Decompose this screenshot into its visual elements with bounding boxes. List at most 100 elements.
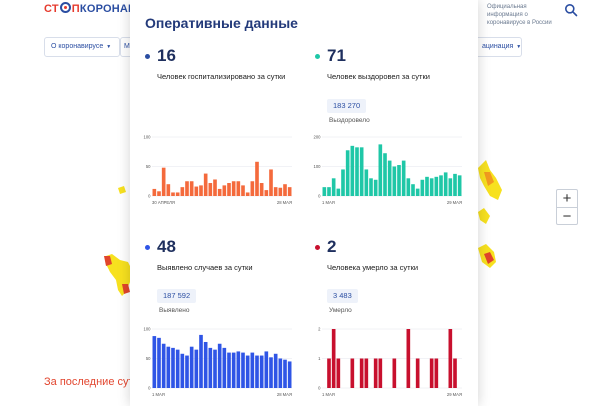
chart-bar[interactable] <box>217 343 222 388</box>
chart-bar[interactable] <box>213 179 217 196</box>
chart-bar[interactable] <box>180 353 185 388</box>
chart-bar[interactable] <box>259 355 264 388</box>
map-region[interactable] <box>484 252 494 264</box>
chart-bar[interactable] <box>278 358 283 389</box>
chart-bar[interactable] <box>322 187 327 196</box>
chart-bar[interactable] <box>287 187 292 196</box>
chart-bar[interactable] <box>203 341 208 388</box>
map-region[interactable] <box>118 186 126 194</box>
chart-bar[interactable] <box>231 181 236 196</box>
chart-bar[interactable] <box>241 185 245 196</box>
map-region[interactable] <box>104 256 112 266</box>
zoom-in-button[interactable]: + <box>562 190 572 207</box>
chart-bar[interactable] <box>152 188 157 196</box>
chart-bar[interactable] <box>336 358 341 389</box>
chart-bar[interactable] <box>406 329 411 388</box>
chart-bar[interactable] <box>213 349 217 388</box>
chart-bar[interactable] <box>378 358 383 389</box>
zoom-out-button[interactable]: − <box>557 207 577 225</box>
last-day-link[interactable]: За последние сутки <box>44 376 145 388</box>
chart-bar[interactable] <box>278 187 283 196</box>
chart-bar[interactable] <box>387 160 392 196</box>
chart-bar[interactable] <box>287 361 292 388</box>
chart-bar[interactable] <box>336 188 341 196</box>
chart-bar[interactable] <box>392 358 397 389</box>
chart-bar[interactable] <box>448 178 453 196</box>
chart-bar[interactable] <box>331 178 336 196</box>
map-region[interactable] <box>478 208 490 224</box>
chart-bar[interactable] <box>161 167 166 196</box>
chart-bar[interactable] <box>231 352 236 388</box>
chart-bar[interactable] <box>341 169 345 196</box>
chart-bar[interactable] <box>171 347 175 388</box>
chart-bar[interactable] <box>241 352 245 388</box>
chart-bar[interactable] <box>350 145 355 196</box>
chart-bar[interactable] <box>166 184 171 196</box>
chart-bar[interactable] <box>364 169 369 196</box>
chart-bar[interactable] <box>222 185 227 196</box>
chart-bar[interactable] <box>264 351 269 388</box>
chart-bar[interactable] <box>189 346 194 388</box>
chart-bar[interactable] <box>364 358 369 389</box>
nav-vaccination[interactable]: ацинация ▼ <box>478 37 522 57</box>
chart-bar[interactable] <box>434 176 439 196</box>
chart-bar[interactable] <box>157 337 161 388</box>
map-region[interactable] <box>122 284 130 294</box>
chart-bar[interactable] <box>227 352 231 388</box>
chart-bar[interactable] <box>283 184 287 196</box>
chart-bar[interactable] <box>194 349 199 388</box>
chart-bar[interactable] <box>166 346 171 388</box>
chart-bar[interactable] <box>331 329 336 388</box>
chart-bar[interactable] <box>171 192 175 196</box>
chart-bar[interactable] <box>429 178 434 196</box>
chart-bar[interactable] <box>283 359 287 388</box>
chart-bar[interactable] <box>152 336 157 388</box>
chart-bar[interactable] <box>180 187 185 196</box>
chart-bar[interactable] <box>359 358 364 389</box>
chart-bar[interactable] <box>355 147 359 196</box>
chart-bar[interactable] <box>434 358 439 389</box>
chart-bar[interactable] <box>236 181 241 196</box>
chart-bar[interactable] <box>208 183 213 196</box>
chart-bar[interactable] <box>194 186 199 196</box>
chart-bar[interactable] <box>425 176 429 196</box>
chart-bar[interactable] <box>199 185 203 196</box>
chart-bar[interactable] <box>259 183 264 196</box>
chart-bar[interactable] <box>378 144 383 196</box>
chart-bar[interactable] <box>185 355 189 388</box>
chart-bar[interactable] <box>420 179 425 196</box>
chart-bar[interactable] <box>439 175 443 196</box>
chart-bar[interactable] <box>359 147 364 196</box>
chart-bar[interactable] <box>245 192 250 196</box>
chart-bar[interactable] <box>369 178 373 196</box>
chart-bar[interactable] <box>175 349 180 388</box>
chart-bar[interactable] <box>453 173 457 196</box>
nav-about-coronavirus[interactable]: О коронавирусе ▼ <box>44 37 120 57</box>
chart-bar[interactable] <box>208 347 213 388</box>
chart-bar[interactable] <box>255 355 259 388</box>
chart-bar[interactable] <box>161 343 166 388</box>
chart-bar[interactable] <box>269 357 273 388</box>
site-logo[interactable]: СТ ПКОРОНАВИ <box>44 2 144 16</box>
chart-bar[interactable] <box>397 165 401 196</box>
chart-bar[interactable] <box>250 352 255 388</box>
chart-bar[interactable] <box>157 191 161 196</box>
chart-bar[interactable] <box>273 353 278 388</box>
chart-bar[interactable] <box>373 358 378 389</box>
chart-bar[interactable] <box>429 358 434 389</box>
chart-bar[interactable] <box>217 188 222 196</box>
chart-bar[interactable] <box>415 188 420 196</box>
chart-bar[interactable] <box>457 175 462 196</box>
chart-bar[interactable] <box>327 358 331 389</box>
chart-bar[interactable] <box>273 187 278 196</box>
chart-bar[interactable] <box>401 160 406 196</box>
chart-bar[interactable] <box>269 169 273 196</box>
chart-bar[interactable] <box>406 178 411 196</box>
chart-bar[interactable] <box>350 358 355 389</box>
chart-bar[interactable] <box>222 347 227 388</box>
chart-bar[interactable] <box>236 351 241 388</box>
chart-bar[interactable] <box>264 190 269 196</box>
chart-bar[interactable] <box>443 172 448 196</box>
chart-bar[interactable] <box>448 329 453 388</box>
chart-bar[interactable] <box>392 166 397 197</box>
